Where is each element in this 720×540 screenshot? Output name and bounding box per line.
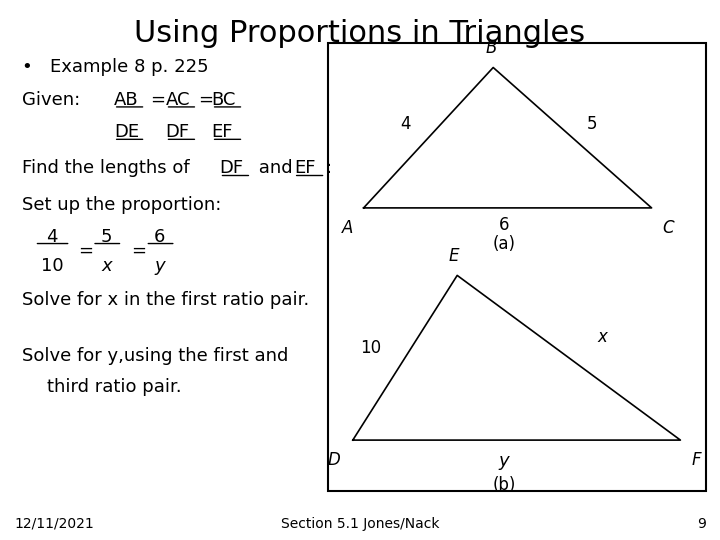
Text: third ratio pair.: third ratio pair. [47,378,181,396]
Text: DF: DF [220,159,244,178]
FancyBboxPatch shape [328,43,706,491]
Text: E: E [449,247,459,265]
Text: Section 5.1 Jones/Nack: Section 5.1 Jones/Nack [281,517,439,531]
Text: Set up the proportion:: Set up the proportion: [22,196,221,214]
Text: Using Proportions in Triangles: Using Proportions in Triangles [135,19,585,48]
Text: y: y [155,256,165,275]
Text: 4: 4 [400,115,410,133]
Text: and: and [253,159,298,178]
Text: =: = [131,242,146,260]
Text: DF: DF [166,123,190,141]
Text: F: F [691,451,701,469]
Text: 12/11/2021: 12/11/2021 [14,517,94,531]
Text: Solve for x in the first ratio pair.: Solve for x in the first ratio pair. [22,291,309,309]
Text: A: A [341,219,353,237]
Text: Find the lengths of: Find the lengths of [22,159,195,178]
Text: y: y [499,452,509,470]
Text: 5: 5 [101,227,112,246]
Text: B: B [485,39,497,57]
Text: (a): (a) [492,235,516,253]
Text: D: D [327,451,340,469]
Text: AC: AC [166,91,190,109]
Text: BC: BC [212,91,236,109]
Text: 5: 5 [587,115,598,133]
Text: AB: AB [114,91,138,109]
Text: x: x [102,256,112,275]
Text: :: : [326,159,333,178]
Text: Given:: Given: [22,91,80,109]
Text: 6: 6 [499,216,509,234]
Text: (b): (b) [492,476,516,494]
Text: 10: 10 [40,256,63,275]
Text: DE: DE [114,123,139,141]
Text: 10: 10 [361,339,382,357]
Text: C: C [662,219,674,237]
Text: EF: EF [294,159,315,178]
Text: =: = [198,91,213,109]
Text: =: = [150,91,165,109]
Text: Solve for y,using the first and: Solve for y,using the first and [22,347,288,366]
Text: 6: 6 [154,227,166,246]
Text: =: = [78,242,93,260]
Text: x: x [598,328,608,347]
Text: 4: 4 [46,227,58,246]
Text: EF: EF [212,123,233,141]
Text: •   Example 8 p. 225: • Example 8 p. 225 [22,58,208,77]
Text: 9: 9 [697,517,706,531]
